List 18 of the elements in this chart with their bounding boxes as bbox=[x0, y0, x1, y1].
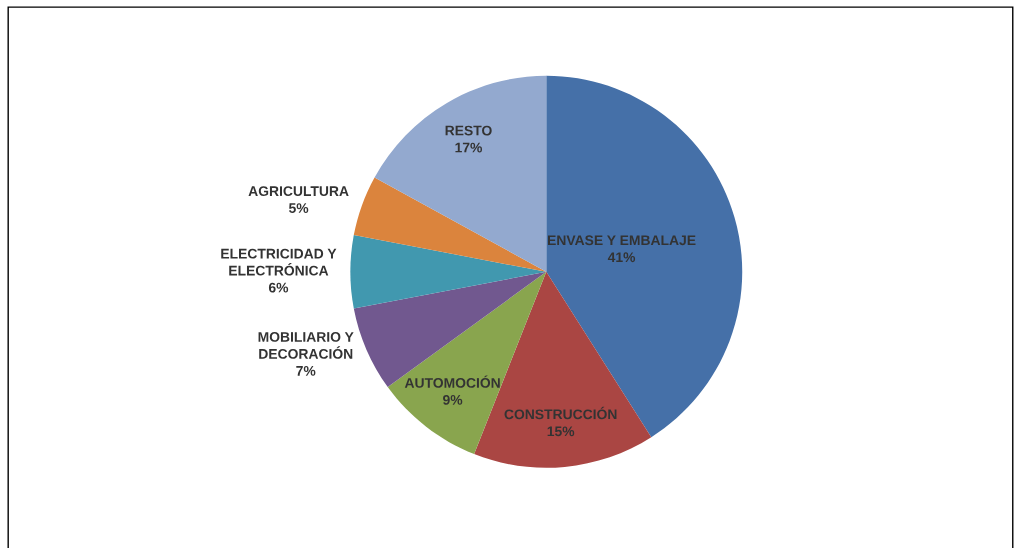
slice-label: ENVASE Y EMBALAJE bbox=[547, 235, 696, 246]
pie-slice bbox=[353, 271, 547, 387]
data-label: 5% bbox=[288, 203, 309, 213]
data-label: 17% bbox=[455, 142, 483, 153]
data-label: 41% bbox=[607, 252, 636, 263]
slice-label: ELECTRICIDAD Y ELECTRÓNICA bbox=[221, 248, 337, 276]
slice-label: RESTO bbox=[445, 125, 492, 136]
slice-label: AUTOMOCIÓN bbox=[404, 375, 500, 388]
pie-slice bbox=[350, 235, 547, 309]
slice-label: MOBILIARIO Y DECORACIÓN bbox=[258, 332, 354, 359]
data-label: 6% bbox=[268, 282, 289, 293]
slice-label: CONSTRUCCIÓN bbox=[504, 406, 617, 420]
slice-label: AGRICULTURA bbox=[248, 186, 349, 197]
data-label: 7% bbox=[296, 365, 316, 376]
data-label: 15% bbox=[547, 426, 575, 437]
pie-slice bbox=[374, 75, 547, 272]
pie-slice bbox=[353, 177, 547, 272]
data-label: 9% bbox=[443, 394, 463, 405]
